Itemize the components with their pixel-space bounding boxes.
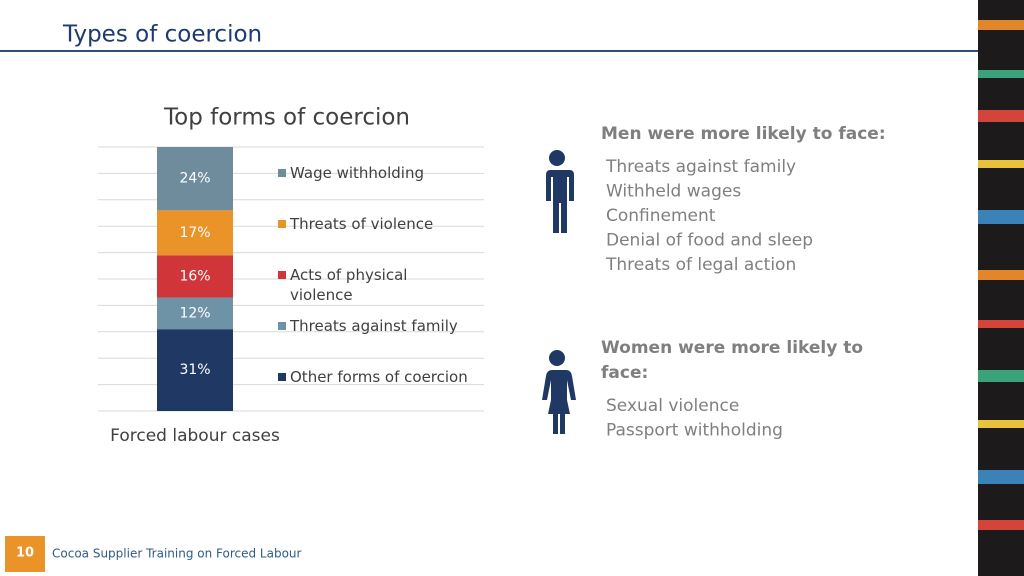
men-item: Threats of legal action: [605, 255, 796, 275]
women-item: Passport withholding: [606, 421, 783, 441]
legend-label: Other forms of coercion: [290, 368, 468, 386]
data-label: 17%: [179, 225, 210, 241]
legend-label: Wage withholding: [290, 164, 424, 182]
man-icon: [544, 150, 574, 233]
legend-key: [278, 169, 286, 177]
legend-entry: Other forms of coercion: [278, 367, 470, 387]
page-badge: [5, 536, 45, 572]
women-heading: Women were more likely to: [601, 338, 863, 358]
bar-segment: [157, 210, 233, 256]
legend-key: [278, 322, 286, 330]
chart-title: Top forms of coercion: [163, 105, 410, 131]
data-label: 31%: [179, 362, 210, 378]
men-item: Withheld wages: [606, 182, 741, 202]
legend-key: [278, 220, 286, 228]
legend-label: Acts of physical violence: [290, 266, 408, 304]
decorative-strip: [978, 0, 1024, 576]
bar-segment: [157, 329, 233, 411]
bar-segment: [157, 255, 233, 298]
footer-text: Cocoa Supplier Training on Forced Labour: [52, 547, 302, 561]
men-item: Confinement: [606, 206, 716, 226]
woman-icon: [542, 350, 576, 434]
legend-key: [278, 373, 286, 381]
legend-entry: Acts of physical violence: [278, 265, 470, 305]
legend-label: Threats of violence: [290, 215, 434, 233]
legend-label: Threats against family: [290, 317, 458, 335]
legend-entry: Wage withholding: [278, 163, 470, 183]
legend-entry: Threats against family: [278, 316, 470, 336]
data-label: 12%: [179, 305, 210, 321]
legend-entry: Threats of violence: [278, 214, 470, 234]
page-number: 10: [16, 546, 34, 561]
men-item: Denial of food and sleep: [606, 231, 813, 251]
women-heading: face:: [601, 363, 648, 383]
data-label: 16%: [179, 268, 210, 284]
legend-key: [278, 271, 286, 279]
bar-segment: [157, 297, 233, 330]
x-tick-label: Forced labour cases: [110, 426, 280, 446]
men-item: Threats against family: [605, 157, 796, 177]
women-item: Sexual violence: [606, 396, 739, 416]
data-label: 24%: [179, 171, 210, 187]
slide-title: Types of coercion: [62, 22, 262, 48]
men-heading: Men were more likely to face:: [601, 124, 886, 144]
bar-segment: [157, 147, 233, 211]
